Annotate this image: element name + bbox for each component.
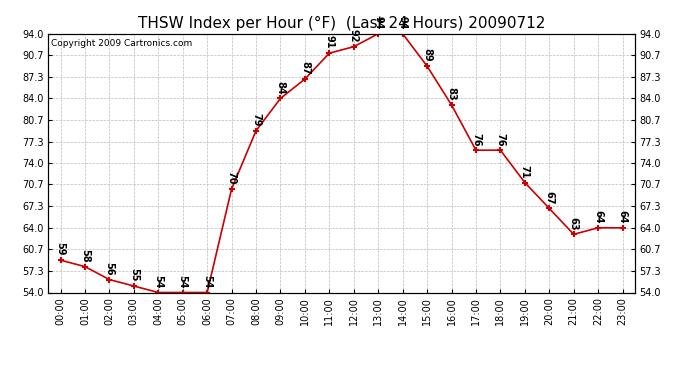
- Text: 54: 54: [178, 275, 188, 288]
- Text: 92: 92: [348, 29, 359, 42]
- Text: 64: 64: [593, 210, 603, 224]
- Text: 67: 67: [544, 191, 554, 204]
- Text: 94: 94: [397, 16, 408, 30]
- Text: 58: 58: [80, 249, 90, 262]
- Text: 55: 55: [129, 268, 139, 282]
- Text: 94: 94: [373, 16, 383, 30]
- Text: 87: 87: [300, 61, 310, 75]
- Text: 63: 63: [569, 217, 579, 230]
- Text: 76: 76: [471, 132, 481, 146]
- Text: 54: 54: [202, 275, 212, 288]
- Text: 84: 84: [275, 81, 286, 94]
- Text: Copyright 2009 Cartronics.com: Copyright 2009 Cartronics.com: [51, 39, 193, 48]
- Title: THSW Index per Hour (°F)  (Last 24 Hours) 20090712: THSW Index per Hour (°F) (Last 24 Hours)…: [138, 16, 545, 31]
- Text: 59: 59: [55, 243, 66, 256]
- Text: 89: 89: [422, 48, 432, 62]
- Text: 54: 54: [153, 275, 164, 288]
- Text: 71: 71: [520, 165, 530, 178]
- Text: 91: 91: [324, 36, 335, 49]
- Text: 70: 70: [226, 171, 237, 185]
- Text: 64: 64: [618, 210, 628, 224]
- Text: 76: 76: [495, 132, 505, 146]
- Text: 83: 83: [446, 87, 457, 101]
- Text: 56: 56: [104, 262, 115, 275]
- Text: 79: 79: [251, 113, 261, 127]
